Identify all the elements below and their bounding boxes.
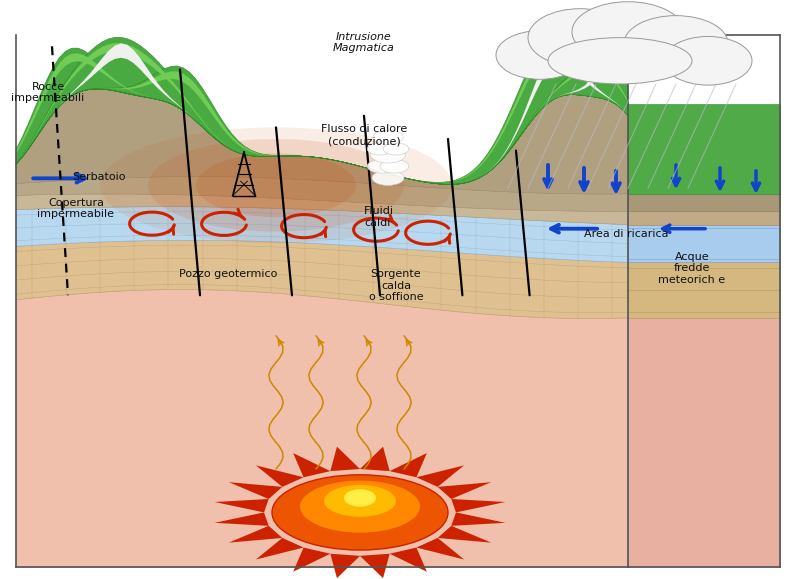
Polygon shape <box>628 225 780 262</box>
Ellipse shape <box>344 489 376 507</box>
Ellipse shape <box>373 130 403 145</box>
Polygon shape <box>16 240 628 318</box>
Text: Area di ricarica: Area di ricarica <box>584 229 669 240</box>
Text: Intrusione
Magmatica: Intrusione Magmatica <box>333 32 395 53</box>
Polygon shape <box>16 27 628 185</box>
Polygon shape <box>16 56 628 185</box>
Polygon shape <box>16 53 628 185</box>
Polygon shape <box>628 104 780 194</box>
Ellipse shape <box>100 127 452 243</box>
Polygon shape <box>16 43 628 185</box>
Polygon shape <box>16 33 628 182</box>
Polygon shape <box>16 66 628 185</box>
Polygon shape <box>360 446 390 471</box>
Polygon shape <box>16 207 628 262</box>
Polygon shape <box>16 37 628 185</box>
Ellipse shape <box>664 36 752 85</box>
Polygon shape <box>16 48 628 185</box>
Polygon shape <box>293 453 330 477</box>
Text: Flusso di calore
(conduzione): Flusso di calore (conduzione) <box>321 124 407 146</box>
Polygon shape <box>451 499 506 512</box>
Polygon shape <box>16 177 628 211</box>
Ellipse shape <box>372 170 404 185</box>
Text: Serbatoio: Serbatoio <box>72 171 126 182</box>
Polygon shape <box>628 318 780 567</box>
Ellipse shape <box>548 38 692 84</box>
Ellipse shape <box>367 143 393 155</box>
Polygon shape <box>16 51 628 185</box>
Ellipse shape <box>196 153 356 217</box>
Polygon shape <box>390 548 427 571</box>
Polygon shape <box>229 526 282 543</box>
Polygon shape <box>214 512 269 526</box>
Ellipse shape <box>380 160 409 173</box>
Polygon shape <box>330 554 360 578</box>
Ellipse shape <box>367 160 396 173</box>
Polygon shape <box>438 482 491 499</box>
Polygon shape <box>229 482 282 499</box>
Polygon shape <box>256 538 303 559</box>
Polygon shape <box>417 466 464 487</box>
Ellipse shape <box>624 16 728 71</box>
Text: Rocce
impermeabili: Rocce impermeabili <box>11 82 85 104</box>
Ellipse shape <box>370 146 406 163</box>
Polygon shape <box>16 290 628 567</box>
Text: Pozzo geotermico: Pozzo geotermico <box>179 269 277 279</box>
Ellipse shape <box>148 139 404 232</box>
Text: Copertura
impermeabile: Copertura impermeabile <box>38 197 114 219</box>
Polygon shape <box>16 194 628 225</box>
Polygon shape <box>16 48 628 185</box>
Polygon shape <box>16 71 628 185</box>
Ellipse shape <box>572 2 684 62</box>
Polygon shape <box>451 512 506 526</box>
Polygon shape <box>256 466 303 487</box>
Polygon shape <box>360 554 390 578</box>
Ellipse shape <box>300 481 420 533</box>
Text: Fluidi
caldi: Fluidi caldi <box>364 206 394 228</box>
Polygon shape <box>330 446 360 471</box>
Polygon shape <box>16 89 628 194</box>
Text: Acque
fredde
meteorich e: Acque fredde meteorich e <box>658 252 726 285</box>
Polygon shape <box>628 211 780 225</box>
Ellipse shape <box>528 9 632 67</box>
Polygon shape <box>16 43 628 185</box>
Polygon shape <box>390 453 427 477</box>
Polygon shape <box>16 46 628 185</box>
Ellipse shape <box>272 475 448 550</box>
Ellipse shape <box>383 143 409 155</box>
Text: Sorgente
calda
o soffione: Sorgente calda o soffione <box>369 269 423 302</box>
Polygon shape <box>628 115 780 211</box>
Polygon shape <box>438 526 491 543</box>
Ellipse shape <box>496 31 584 79</box>
Ellipse shape <box>324 485 396 516</box>
Polygon shape <box>417 538 464 559</box>
Polygon shape <box>293 548 330 571</box>
Polygon shape <box>214 499 269 512</box>
Polygon shape <box>628 262 780 318</box>
